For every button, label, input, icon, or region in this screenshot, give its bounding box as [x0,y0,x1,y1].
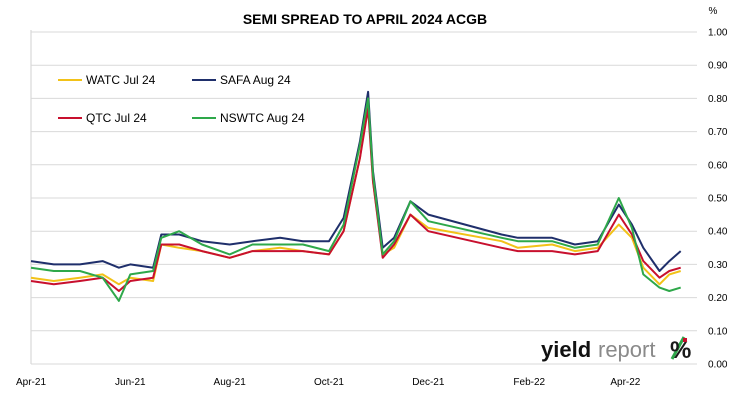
y-tick-label: 0.00 [708,360,728,371]
y-tick-label: 0.30 [708,260,728,271]
y-tick-label: 0.70 [708,127,728,138]
yieldreport-logo: yield report % [541,336,691,364]
x-axis-ticks: Apr-21 Jun-21 Aug-21 Oct-21 Dec-21 Feb-22 Apr-… [16,377,641,388]
legend-label: NSWTC Aug 24 [220,111,305,125]
y-unit-label: % [709,6,718,17]
legend-label: WATC Jul 24 [86,73,156,87]
legend: WATC Jul 24 SAFA Aug 24 QTC Jul 24 NSWTC Au… [58,73,305,125]
series-line-0 [30,97,681,286]
legend-label: SAFA Aug 24 [220,73,291,87]
series-line-2 [30,107,681,292]
x-tick-label: Feb-22 [513,377,545,388]
x-tick-label: Apr-21 [16,377,46,388]
x-tick-label: Aug-21 [214,377,247,388]
chart-title: SEMI SPREAD TO APRIL 2024 ACGB [243,11,487,27]
y-tick-label: 1.00 [708,28,728,39]
series-lines [30,90,682,302]
y-tick-label: 0.40 [708,227,728,238]
logo-text-yield: yield [541,337,591,362]
logo-percent-icon: % [670,336,691,364]
y-tick-label: 0.10 [708,326,728,337]
y-tick-label: 0.60 [708,160,728,171]
legend-label: QTC Jul 24 [86,111,147,125]
x-tick-label: Jun-21 [115,377,146,388]
logo-percent-mark: % [670,337,691,364]
y-tick-label: 0.50 [708,194,728,205]
x-tick-label: Oct-21 [314,377,344,388]
x-tick-label: Apr-22 [610,377,640,388]
x-tick-label: Dec-21 [412,377,445,388]
y-tick-label: 0.20 [708,293,728,304]
y-tick-label: 0.90 [708,61,728,72]
y-tick-label: 0.80 [708,94,728,105]
series-line-3 [30,97,681,302]
y-axis-ticks: 0.00 0.10 0.20 0.30 0.40 0.50 0.60 0.70 0.80 0.90… [708,28,728,371]
logo-text-report: report [598,337,655,362]
